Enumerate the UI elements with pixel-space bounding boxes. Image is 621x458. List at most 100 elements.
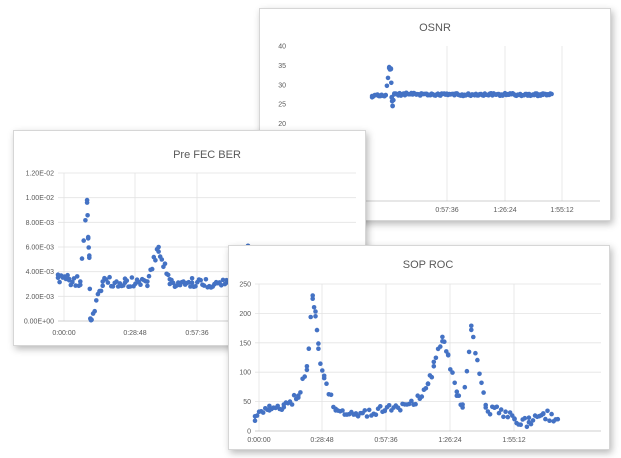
- sop-roc-point: [454, 389, 460, 394]
- sop-roc-point: [494, 404, 500, 410]
- pre-fec-ber-point: [189, 280, 195, 286]
- osnr-point: [438, 92, 443, 97]
- sop-roc-point: [512, 416, 517, 422]
- sop-roc-point: [425, 381, 431, 387]
- sop-roc-point: [382, 408, 388, 413]
- pre-fec-ber-point: [57, 279, 62, 285]
- osnr-y-tick-label: 40: [278, 44, 286, 51]
- pre-fec-ber-title: Pre FEC BER: [173, 149, 241, 161]
- pre-fec-ber-point: [149, 266, 155, 272]
- pre-fec-ber-point: [105, 280, 111, 285]
- pre-fec-ber-point: [110, 284, 116, 289]
- pre-fec-ber-point: [145, 279, 150, 284]
- sop-roc-chart: SOP ROC 250 200 150 100 50 0 0:00:00 0:28:48 0:57…: [228, 245, 610, 450]
- sop-roc-point: [475, 357, 480, 363]
- sop-roc-point: [318, 361, 323, 366]
- sop-roc-point: [313, 314, 318, 319]
- pre-fec-ber-point: [122, 280, 128, 286]
- pre-fec-ber-point: [78, 279, 83, 284]
- sop-roc-point: [448, 367, 453, 372]
- osnr-point: [390, 103, 395, 109]
- sop-roc-point: [524, 424, 530, 430]
- sop-roc-point: [252, 414, 258, 419]
- sop-roc-point: [460, 405, 465, 410]
- sop-roc-point: [291, 392, 297, 398]
- pre-fec-ber-point: [203, 277, 209, 282]
- sop-roc-point: [522, 415, 528, 421]
- sop-roc-x-tick-label: 0:00:00: [247, 437, 270, 444]
- pre-fec-ber-y-tick-label: 4.00E-03: [26, 269, 55, 276]
- sop-roc-point: [321, 375, 327, 381]
- sop-roc-point: [477, 371, 482, 377]
- pre-fec-ber-point: [81, 238, 86, 243]
- osnr-point: [388, 66, 394, 71]
- sop-roc-y-tick-label: 150: [239, 340, 251, 347]
- osnr-y-tick-label: 30: [278, 82, 286, 89]
- sop-roc-x-tick-label: 0:57:36: [374, 437, 397, 444]
- sop-roc-point: [555, 416, 561, 422]
- sop-roc-point: [281, 402, 287, 407]
- osnr-point: [392, 92, 397, 97]
- pre-fec-ber-point: [92, 308, 97, 314]
- sop-roc-point: [362, 408, 368, 413]
- sop-roc-point: [328, 392, 334, 398]
- sop-roc-point: [313, 309, 318, 314]
- sop-roc-point: [496, 410, 502, 416]
- pre-fec-ber-y-tick-label: 1.00E-02: [26, 195, 55, 202]
- pre-fec-ber-point: [74, 274, 80, 279]
- sop-roc-point: [473, 350, 478, 356]
- sop-roc-point: [260, 410, 266, 415]
- pre-fec-ber-point: [100, 279, 105, 284]
- sop-roc-title: SOP ROC: [403, 259, 454, 271]
- pre-fec-ber-point: [55, 275, 61, 281]
- sop-roc-point: [304, 364, 310, 369]
- sop-roc-point: [487, 412, 493, 417]
- osnr-x-tick-label: 0:57:36: [435, 207, 458, 214]
- sop-roc-y-tick-label: 250: [239, 282, 251, 289]
- sop-roc-point: [324, 381, 329, 386]
- sop-roc-point: [353, 411, 359, 416]
- pre-fec-ber-point: [94, 298, 99, 303]
- pre-fec-ber-x-tick-label: 0:28:48: [123, 330, 146, 337]
- sop-roc-point: [411, 402, 416, 407]
- sop-roc-point: [364, 414, 370, 419]
- osnr-y-tick-label: 25: [278, 102, 286, 109]
- sop-roc-point: [314, 327, 320, 333]
- sop-roc-point: [378, 404, 383, 409]
- osnr-point: [549, 91, 554, 97]
- pre-fec-ber-y-tick-label: 6.00E-03: [26, 245, 55, 252]
- pre-fec-ber-point: [84, 200, 90, 205]
- sop-roc-point: [469, 327, 474, 333]
- sop-roc-point: [316, 341, 321, 346]
- sop-roc-point: [298, 390, 303, 395]
- sop-roc-point: [373, 412, 379, 417]
- sop-roc-point: [498, 407, 504, 412]
- pre-fec-ber-point: [189, 276, 195, 281]
- sop-roc-point: [311, 305, 317, 310]
- pre-fec-ber-point: [107, 274, 112, 280]
- sop-roc-point: [333, 408, 338, 413]
- sop-roc-point: [409, 398, 414, 404]
- sop-roc-point: [340, 408, 345, 413]
- pre-fec-ber-x-tick-label: 0:00:00: [52, 330, 75, 337]
- sop-roc-point: [306, 346, 312, 351]
- pre-fec-ber-point: [138, 282, 143, 287]
- osnr-series: [369, 64, 554, 109]
- pre-fec-ber-point: [188, 284, 193, 289]
- sop-roc-point: [440, 334, 445, 340]
- pre-fec-ber-point: [114, 279, 119, 284]
- pre-fec-ber-point: [100, 283, 105, 289]
- sop-roc-point: [320, 368, 325, 373]
- pre-fec-ber-y-tick-label: 2.00E-03: [26, 294, 55, 301]
- pre-fec-ber-point: [165, 272, 171, 278]
- sop-roc-x-tick-label: 0:28:48: [310, 437, 333, 444]
- sop-roc-point: [483, 405, 488, 410]
- pre-fec-ber-point: [145, 283, 150, 289]
- sop-roc-point: [479, 380, 484, 386]
- pre-fec-ber-point: [66, 278, 72, 283]
- pre-fec-ber-point: [159, 257, 165, 262]
- osnr-point: [472, 92, 477, 98]
- pre-fec-ber-point: [212, 281, 217, 287]
- osnr-title: OSNR: [419, 22, 451, 34]
- sop-roc-y-tick-label: 100: [239, 370, 251, 377]
